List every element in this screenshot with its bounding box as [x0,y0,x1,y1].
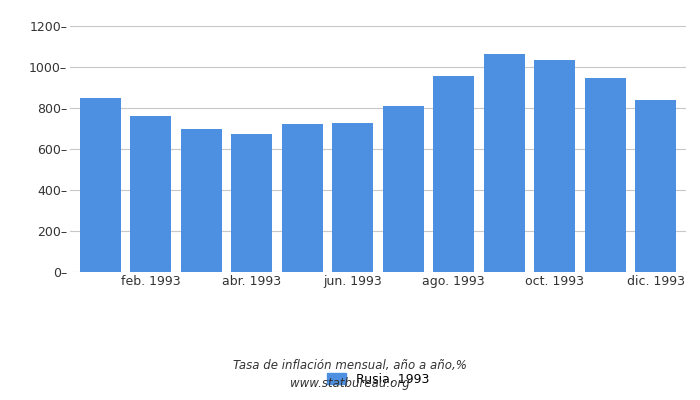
Bar [130,116,172,272]
Bar [181,129,222,272]
Bar [382,106,424,272]
Bar [534,60,575,272]
Bar [584,78,626,272]
Bar [281,124,323,272]
Text: www.statbureau.org: www.statbureau.org [290,378,410,390]
Bar [433,76,475,272]
Bar [332,123,374,272]
Bar [80,98,121,272]
Text: Tasa de inflación mensual, año a año,%: Tasa de inflación mensual, año a año,% [233,360,467,372]
Bar [484,54,525,272]
Bar [231,134,272,272]
Legend: Rusia, 1993: Rusia, 1993 [322,368,434,390]
Bar [635,100,676,272]
